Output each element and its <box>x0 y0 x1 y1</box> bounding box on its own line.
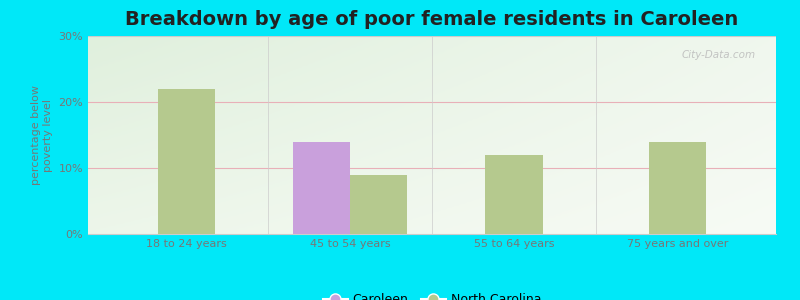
Bar <box>649 142 706 234</box>
Legend: Caroleen, North Carolina: Caroleen, North Carolina <box>318 288 546 300</box>
Y-axis label: percentage below
poverty level: percentage below poverty level <box>31 85 53 185</box>
Bar <box>350 175 407 234</box>
Bar <box>486 155 542 234</box>
Bar <box>293 142 350 234</box>
Title: Breakdown by age of poor female residents in Caroleen: Breakdown by age of poor female resident… <box>126 10 738 29</box>
Text: City-Data.com: City-Data.com <box>682 50 755 60</box>
Bar <box>158 89 215 234</box>
